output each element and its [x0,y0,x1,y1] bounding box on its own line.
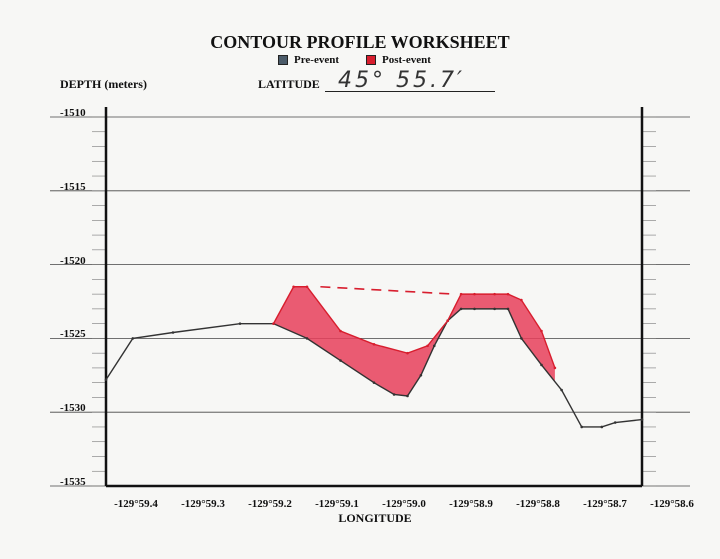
series-0-point [580,425,583,429]
post-event-swatch [366,55,376,65]
series-0-point [560,388,563,392]
x-tick-label: -129°58.8 [516,498,560,510]
legend-post-event: Post-event [366,54,431,66]
y-tick-label: -1510 [60,107,86,119]
series-0-point [131,337,135,340]
series-1-point [553,366,557,370]
series-1-point [272,322,275,325]
series-1-point [459,292,463,296]
series-0-point [406,394,409,398]
series-0-point [171,331,175,334]
series-0-point [372,381,376,384]
x-tick-label: -129°59.0 [382,498,426,510]
series-0-point [305,337,309,340]
y-tick-label: -1520 [60,254,86,267]
series-0-point [339,359,342,362]
x-tick-label: -129°58.7 [583,498,627,510]
series-0-point [640,418,644,421]
x-axis-label: LONGITUDE [338,511,412,525]
chart-title: CONTOUR PROFILE WORKSHEET [210,32,510,52]
series-1-point [339,329,342,333]
series-0-point [238,322,242,325]
x-tick-label: -129°58.6 [650,498,694,510]
series-0-point [473,307,476,311]
depth-axis-label: DEPTH (meters) [60,77,147,91]
series-1-point [406,351,409,355]
x-tick-label: -129°59.2 [248,498,292,510]
series-1-point [292,285,295,289]
series-0-point [493,307,496,311]
latitude-value: 45° 55.7′ [338,68,465,93]
series-1-point [305,285,309,289]
series-0-point [540,363,543,367]
dashed-annotation-0 [320,285,455,295]
series-line-0 [105,308,643,428]
change-region [273,286,555,396]
legend-pre-event: Pre-event [278,54,339,66]
series-0-point [392,393,396,396]
series-0-point [600,425,604,429]
legend-pre-event-label: Pre-event [294,54,339,66]
series-0-point [459,307,463,311]
series-0-point [104,378,108,382]
pre-event-swatch [278,55,288,65]
y-tick-label: -1525 [60,328,86,341]
x-tick-label: -129°59.4 [114,498,158,510]
legend-post-event-label: Post-event [382,54,431,66]
series-0-point [506,307,510,311]
series-1-point [372,343,376,346]
series-1-point [493,292,496,296]
y-tick-label: -1535 [60,476,86,488]
series-0-point [433,344,436,348]
x-tick-label: -129°58.9 [449,498,493,510]
y-tick-label: -1515 [60,180,86,193]
series-1-point [506,292,510,296]
series-0-point [520,337,523,340]
x-tick-label: -129°59.1 [315,498,359,510]
y-tick-label: -1530 [60,402,86,415]
x-tick-label: -129°59.3 [181,498,225,510]
latitude-label: LATITUDE [258,77,320,91]
series-1-point [426,344,429,348]
series-1-point [446,319,450,322]
series-1-point [520,298,523,302]
series-1-point [473,292,476,296]
series-1-point [540,329,543,333]
series-0-point [419,374,423,377]
latitude-underline [325,91,495,92]
series-0-point [613,421,617,424]
